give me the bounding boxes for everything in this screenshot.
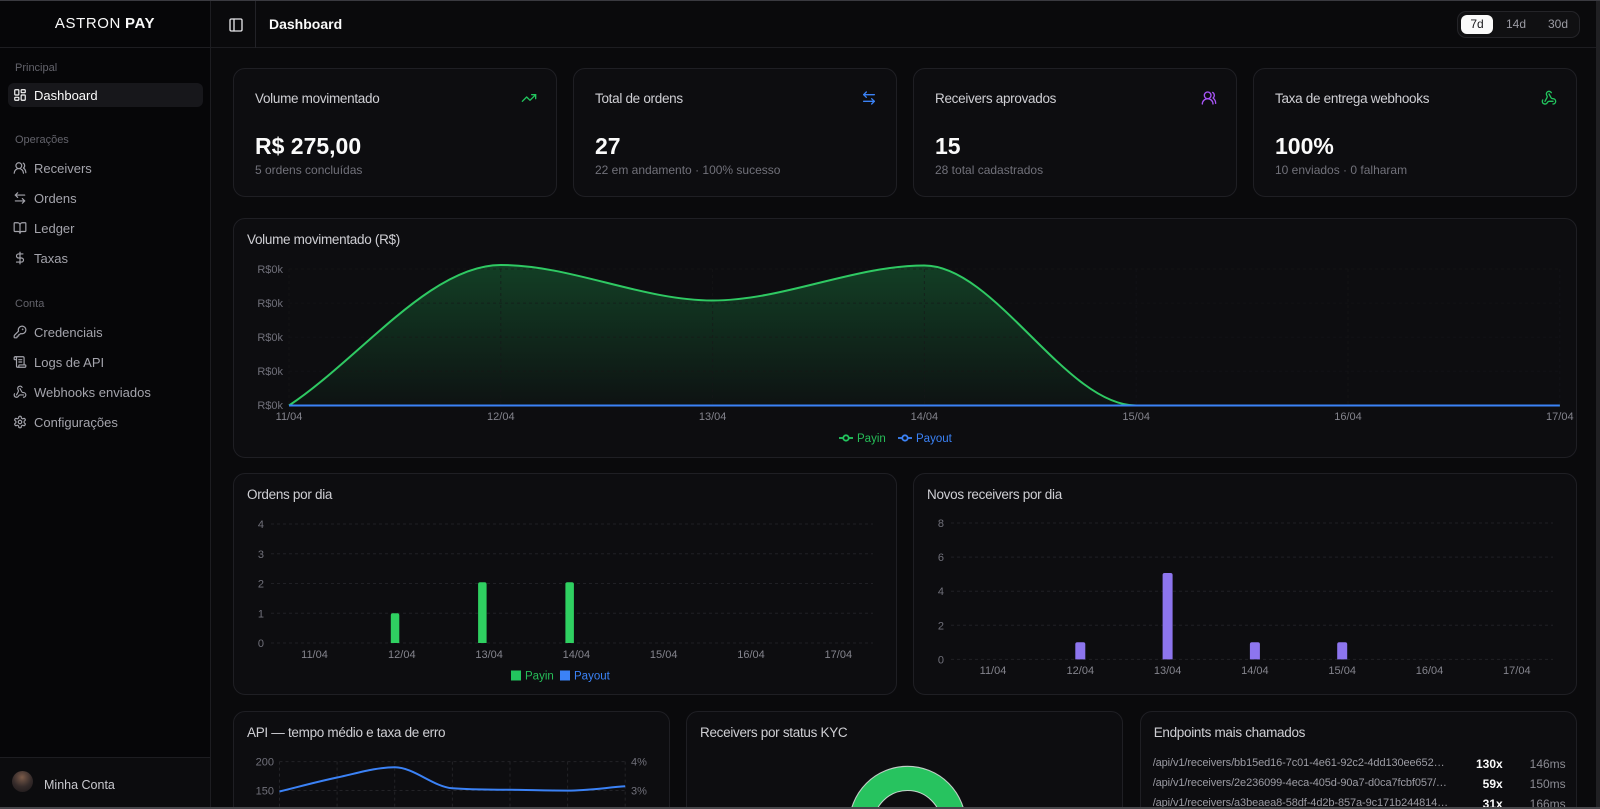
svg-text:15/04: 15/04 bbox=[650, 649, 678, 661]
svg-text:11/04: 11/04 bbox=[276, 411, 303, 423]
svg-text:12/04: 12/04 bbox=[1067, 665, 1095, 677]
svg-text:12/04: 12/04 bbox=[487, 411, 515, 423]
svg-text:17/04: 17/04 bbox=[825, 649, 853, 661]
svg-text:8: 8 bbox=[938, 518, 944, 530]
svg-text:13/04: 13/04 bbox=[475, 649, 503, 661]
svg-text:14/04: 14/04 bbox=[911, 411, 939, 423]
svg-text:0: 0 bbox=[938, 654, 944, 666]
svg-text:R$0k: R$0k bbox=[257, 400, 283, 412]
svg-text:16/04: 16/04 bbox=[1416, 665, 1444, 677]
svg-text:3%: 3% bbox=[631, 786, 647, 798]
svg-text:200: 200 bbox=[256, 757, 274, 769]
svg-text:R$0k: R$0k bbox=[257, 366, 283, 378]
svg-text:R$0k: R$0k bbox=[257, 332, 283, 344]
svg-text:Payin: Payin bbox=[857, 433, 886, 445]
svg-text:4%: 4% bbox=[631, 757, 647, 769]
svg-text:R$0k: R$0k bbox=[257, 264, 283, 276]
svg-text:2: 2 bbox=[938, 620, 944, 632]
svg-text:Payout: Payout bbox=[916, 433, 953, 445]
svg-text:14/04: 14/04 bbox=[1241, 665, 1269, 677]
svg-text:4: 4 bbox=[938, 586, 944, 598]
svg-text:2: 2 bbox=[258, 579, 264, 591]
svg-text:15/04: 15/04 bbox=[1328, 665, 1356, 677]
svg-text:0: 0 bbox=[258, 638, 264, 650]
svg-text:12/04: 12/04 bbox=[388, 649, 416, 661]
svg-text:17/04: 17/04 bbox=[1503, 665, 1531, 677]
svg-text:13/04: 13/04 bbox=[699, 411, 727, 423]
svg-text:1: 1 bbox=[258, 608, 264, 620]
svg-text:14/04: 14/04 bbox=[563, 649, 591, 661]
svg-text:3: 3 bbox=[258, 549, 264, 561]
svg-text:11/04: 11/04 bbox=[301, 649, 328, 661]
svg-text:4: 4 bbox=[258, 519, 264, 531]
svg-text:Payout: Payout bbox=[574, 671, 611, 683]
svg-text:17/04: 17/04 bbox=[1546, 411, 1574, 423]
svg-text:16/04: 16/04 bbox=[1334, 411, 1362, 423]
svg-text:13/04: 13/04 bbox=[1154, 665, 1182, 677]
svg-text:15/04: 15/04 bbox=[1122, 411, 1150, 423]
svg-text:Payin: Payin bbox=[525, 671, 554, 683]
svg-text:16/04: 16/04 bbox=[737, 649, 765, 661]
svg-text:R$0k: R$0k bbox=[257, 298, 283, 310]
svg-text:150: 150 bbox=[256, 786, 274, 798]
svg-text:6: 6 bbox=[938, 552, 944, 564]
svg-text:11/04: 11/04 bbox=[980, 665, 1007, 677]
